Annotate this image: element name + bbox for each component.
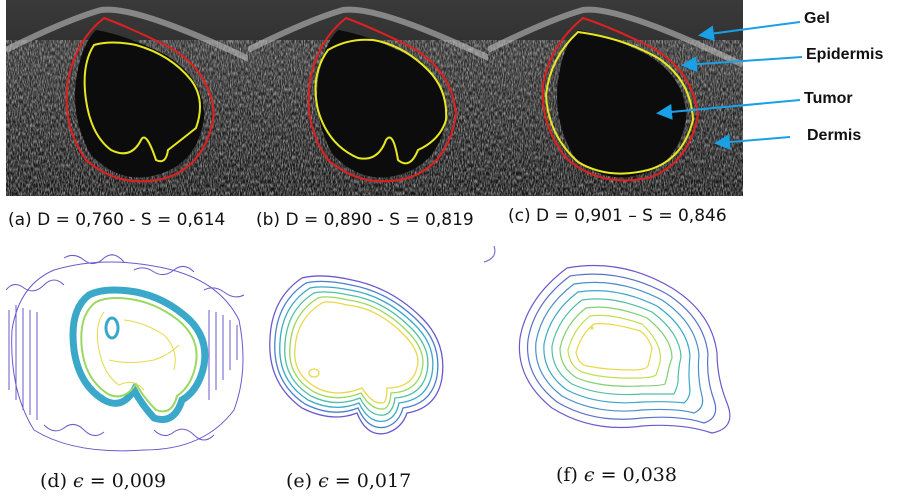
stray-arc-mark [483, 245, 496, 263]
ultrasound-image-c [488, 0, 743, 196]
contour-plot-d [5, 254, 245, 452]
contour-lines-e [269, 275, 444, 435]
yellow-contour-a [83, 41, 201, 163]
red-contour-a [65, 16, 216, 183]
epsilon-symbol: ϵ [73, 470, 84, 492]
caption-b: (b) D = 0,890 - S = 0,819 [256, 210, 474, 230]
contour-plot-e [269, 275, 444, 435]
caption-d: (d) ϵ = 0,009 [40, 470, 167, 492]
yellow-contour-c [544, 30, 695, 175]
contour-plot-f [518, 264, 731, 434]
label-dermis: Dermis [807, 127, 862, 144]
label-gel: Gel [804, 10, 830, 27]
ultrasound-image-b [248, 0, 493, 196]
caption-e: (e) ϵ = 0,017 [286, 470, 412, 492]
label-epidermis: Epidermis [806, 46, 884, 63]
annotation-arrows [656, 21, 803, 150]
epidermis-arrow [681, 56, 803, 73]
ultrasound-image-a [6, 0, 251, 196]
dermis-arrow [714, 134, 791, 150]
red-contour-c [541, 16, 700, 182]
caption-c: (c) D = 0,901 – S = 0,846 [508, 206, 727, 226]
epsilon-symbol: ϵ [318, 470, 329, 492]
ultrasound-panel-a [6, 0, 251, 196]
ultrasound-panel-b [248, 0, 493, 196]
caption-f: (f) ϵ = 0,038 [556, 464, 677, 486]
contour-lines-f [518, 264, 731, 434]
noisy-outer-contours [5, 254, 245, 452]
caption-a: (a) D = 0,760 - S = 0,614 [8, 210, 226, 230]
red-contour-b [307, 16, 458, 183]
tumor-arrow [656, 99, 801, 120]
gel-arrow [698, 21, 801, 42]
label-tumor: Tumor [804, 90, 853, 107]
inner-yellow-contours [96, 311, 180, 391]
epsilon-symbol: ϵ [583, 464, 595, 486]
yellow-contour-b [314, 38, 448, 165]
